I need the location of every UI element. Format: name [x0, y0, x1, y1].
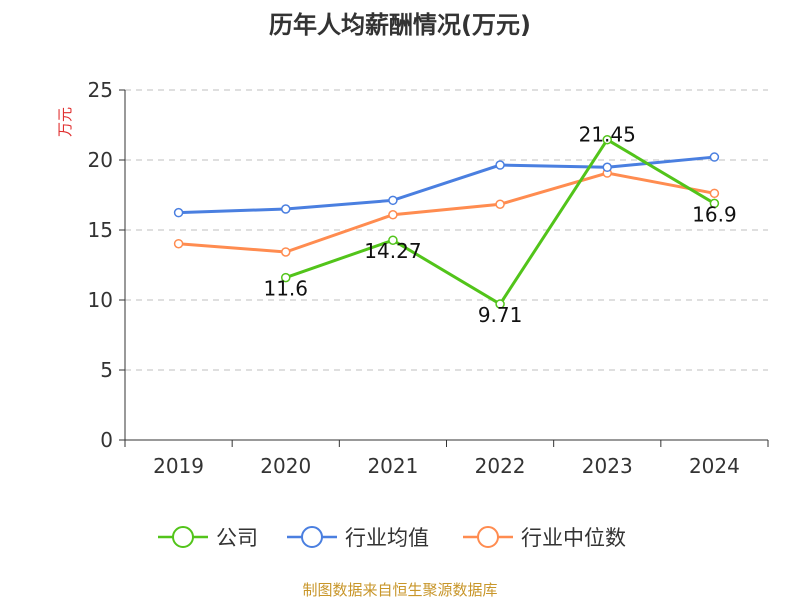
data-point [173, 207, 184, 218]
data-point [173, 238, 184, 249]
legend-marker [477, 526, 499, 548]
x-tick-label: 2022 [475, 454, 526, 478]
y-tick-label: 0 [100, 428, 113, 452]
data-label: 11.6 [263, 277, 308, 301]
x-tick-label: 2023 [582, 454, 633, 478]
data-point [495, 199, 505, 209]
y-tick-label: 20 [88, 148, 113, 172]
data-point [709, 152, 720, 162]
legend-label: 行业均值 [345, 526, 429, 550]
legend-label: 公司 [216, 526, 258, 550]
data-point [281, 204, 291, 214]
data-point [388, 209, 398, 220]
data-point [709, 198, 720, 209]
x-tick-label: 2021 [367, 454, 418, 478]
data-point [388, 235, 398, 245]
data-point [602, 162, 612, 173]
x-tick-label: 2020 [260, 454, 311, 478]
data-label: 21.45 [579, 123, 636, 147]
data-point [602, 134, 612, 145]
data-label: 9.71 [478, 303, 523, 327]
y-tick-label: 10 [88, 288, 113, 312]
data-point [495, 160, 505, 170]
data-label: 16.9 [692, 202, 737, 226]
data-label: 14.27 [364, 239, 421, 263]
x-tick-label: 2019 [153, 454, 204, 478]
legend-marker [172, 526, 194, 548]
data-point [388, 195, 398, 206]
chart-title: 历年人均薪酬情况(万元) [269, 11, 531, 39]
legend-item[interactable]: 公司 [158, 526, 258, 550]
data-point [709, 188, 720, 199]
y-tick-label: 15 [88, 218, 113, 242]
data-point [281, 272, 291, 283]
series-line [178, 155, 715, 215]
y-tick-label: 25 [88, 78, 113, 102]
legend-item[interactable]: 行业均值 [287, 526, 429, 550]
series-line [178, 171, 715, 254]
y-tick-label: 5 [100, 358, 113, 382]
legend-label: 行业中位数 [521, 526, 626, 550]
legend-item[interactable]: 行业中位数 [463, 526, 626, 550]
footer-source: 制图数据来自恒生聚源数据库 [302, 581, 497, 599]
data-point [495, 299, 505, 309]
x-tick-label: 2024 [689, 454, 740, 478]
legend-marker [301, 526, 323, 548]
y-axis-label: 万元 [56, 107, 74, 137]
data-point [281, 247, 291, 257]
